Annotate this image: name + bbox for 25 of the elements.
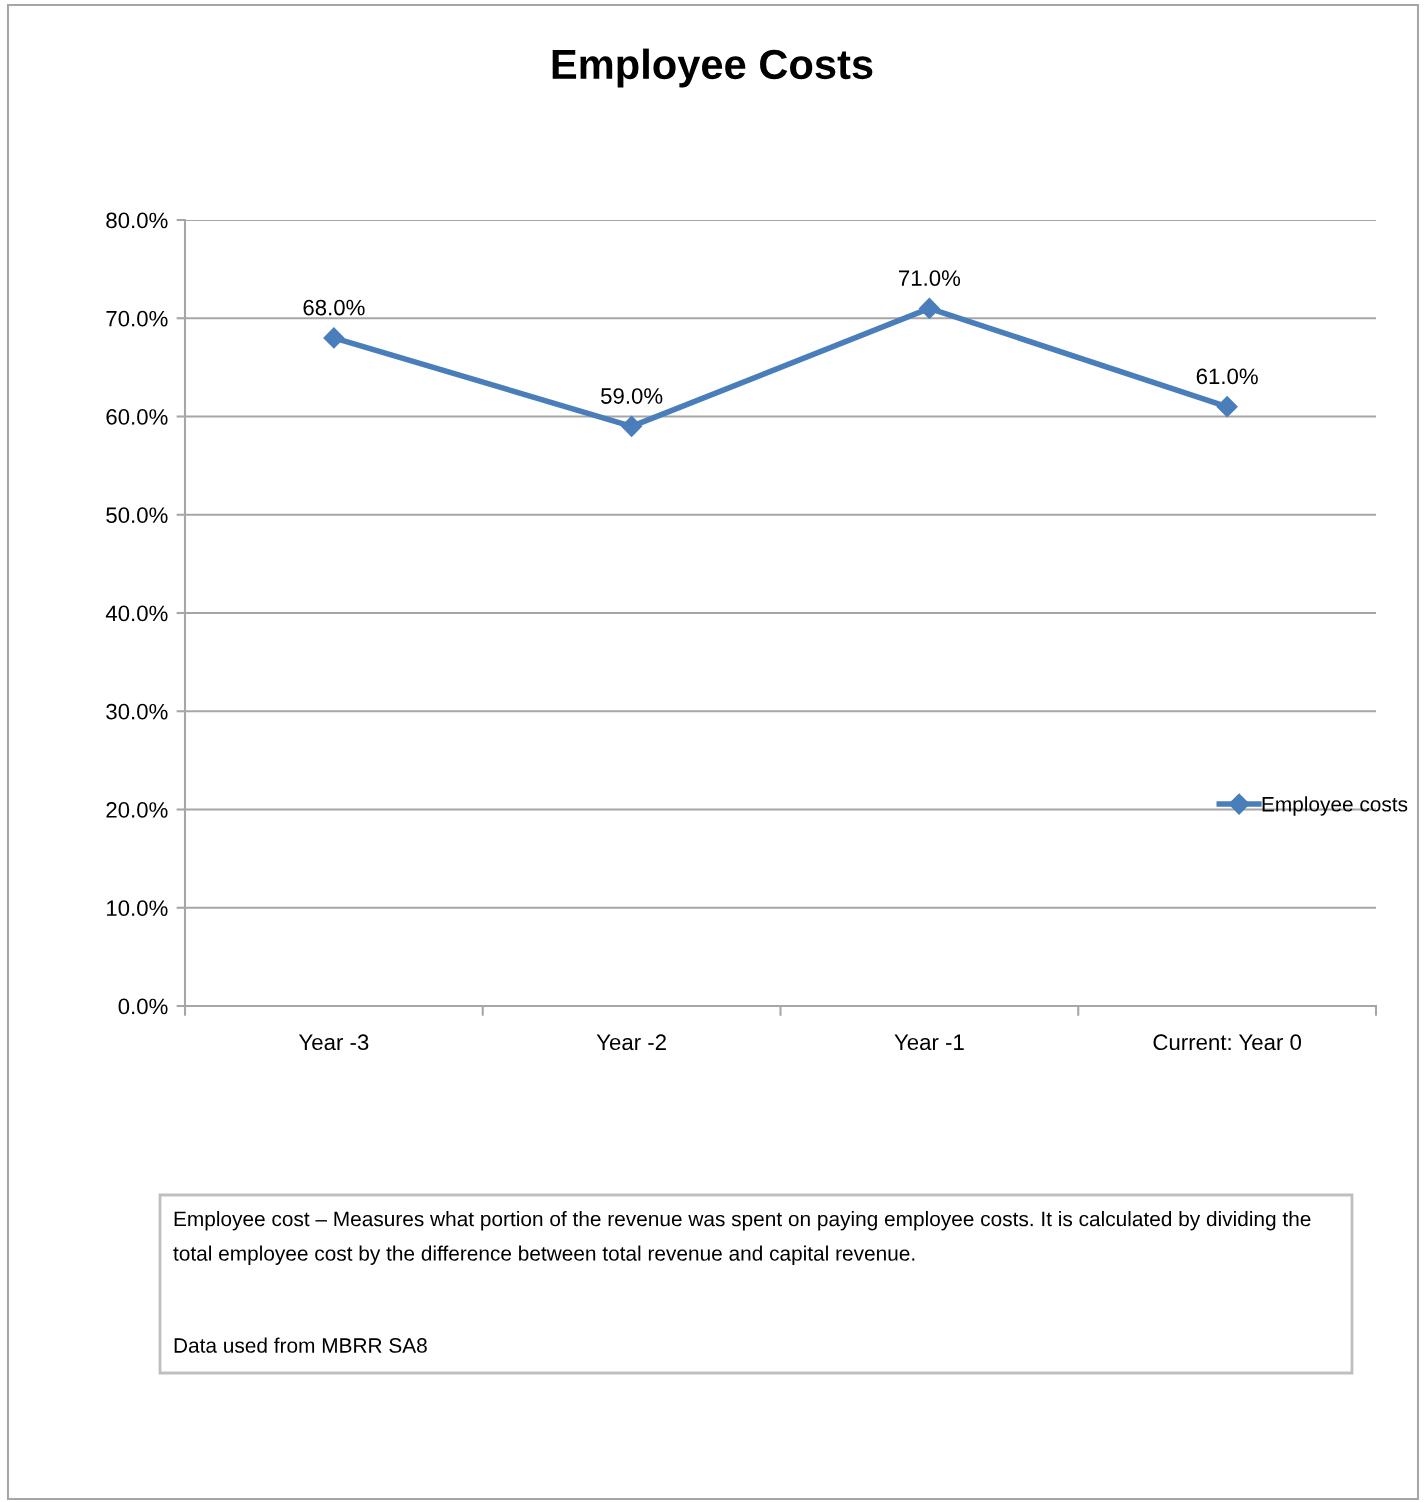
y-tick-label: 80.0% (106, 212, 168, 229)
y-tick-label: 30.0% (106, 703, 168, 720)
point (1216, 396, 1238, 418)
y-tick-label: 70.0% (106, 310, 168, 327)
x-tick-label: Year -2 (596, 1034, 666, 1051)
chart-title: Employee Costs (552, 48, 873, 88)
point (323, 327, 345, 349)
x-tick-label: Year -1 (894, 1034, 964, 1051)
data-label: 68.0% (303, 299, 365, 316)
y-tick-label: 20.0% (106, 802, 168, 818)
y-tick-label: 50.0% (106, 507, 168, 524)
data-label: 59.0% (601, 388, 663, 404)
x-tick-label: Year -3 (298, 1034, 369, 1051)
y-tick-label: 60.0% (106, 409, 168, 425)
point (918, 297, 940, 319)
legend-label: Employee costs (1262, 796, 1408, 816)
text: Data used from MBRR SA8 (174, 1337, 427, 1353)
point (621, 415, 643, 437)
y-tick-label: 40.0% (105, 605, 168, 622)
data-label: 61.0% (1196, 368, 1258, 385)
y-tick-label: 10.0% (107, 900, 168, 917)
y-tick-label: 0.0% (118, 998, 168, 1015)
x-tick-label: Current: Year 0 (1153, 1034, 1302, 1051)
data-label: 71.0% (899, 270, 961, 286)
text: Employee cost – Measures what portion of the revenue was spent on paying employee costs. It is calculated by dividing the total employee cost by the difference between total revenue and capital revenue. (173, 1211, 1311, 1265)
